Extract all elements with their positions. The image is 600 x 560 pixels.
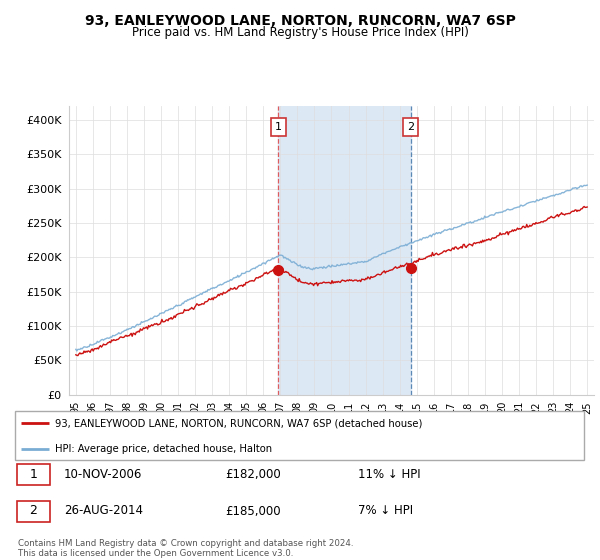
Text: 1: 1 — [275, 122, 281, 132]
Text: 26-AUG-2014: 26-AUG-2014 — [64, 505, 143, 517]
Text: Price paid vs. HM Land Registry's House Price Index (HPI): Price paid vs. HM Land Registry's House … — [131, 26, 469, 39]
Bar — [278, 106, 411, 395]
Text: HPI: Average price, detached house, Halton: HPI: Average price, detached house, Halt… — [55, 444, 272, 454]
FancyBboxPatch shape — [15, 411, 584, 460]
Text: 1: 1 — [29, 468, 37, 481]
Text: 11% ↓ HPI: 11% ↓ HPI — [358, 468, 420, 481]
FancyBboxPatch shape — [17, 464, 50, 485]
Text: 93, EANLEYWOOD LANE, NORTON, RUNCORN, WA7 6SP (detached house): 93, EANLEYWOOD LANE, NORTON, RUNCORN, WA… — [55, 419, 422, 429]
Text: 10-NOV-2006: 10-NOV-2006 — [64, 468, 142, 481]
Text: 93, EANLEYWOOD LANE, NORTON, RUNCORN, WA7 6SP: 93, EANLEYWOOD LANE, NORTON, RUNCORN, WA… — [85, 14, 515, 28]
FancyBboxPatch shape — [17, 501, 50, 521]
Text: 2: 2 — [407, 122, 415, 132]
Text: £185,000: £185,000 — [225, 505, 281, 517]
Text: Contains HM Land Registry data © Crown copyright and database right 2024.
This d: Contains HM Land Registry data © Crown c… — [18, 539, 353, 558]
Text: 7% ↓ HPI: 7% ↓ HPI — [358, 505, 413, 517]
Text: £182,000: £182,000 — [225, 468, 281, 481]
Text: 2: 2 — [29, 505, 37, 517]
